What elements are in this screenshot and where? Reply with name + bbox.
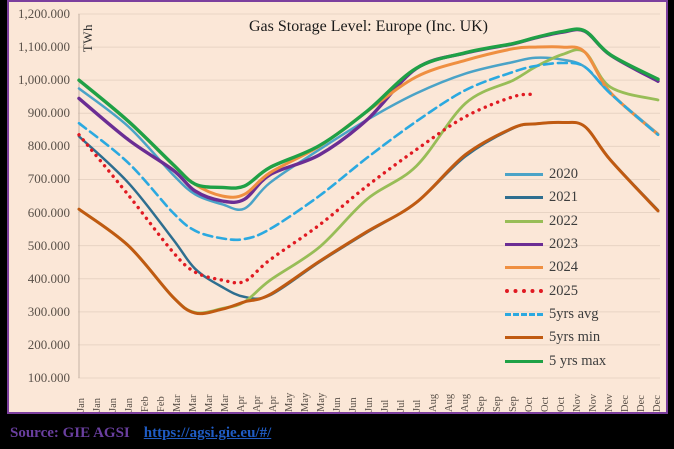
legend-swatch [505,359,543,363]
x-axis-label: Dec [636,395,647,412]
y-axis-label: 100.000 [27,370,70,385]
legend-swatch [505,312,543,316]
x-axis-label: Apr [236,395,247,412]
x-axis-label: May [284,392,295,412]
chart-legend: 2020 2021 2022 2023 2024 2025 5yrs avg 5yrs min… [505,163,606,373]
x-axis-label: Sep [492,396,503,412]
x-axis-label: Mar [204,394,215,413]
legend-item-2022: 2022 [505,210,606,233]
source-label: Source: GIE AGSI [10,425,130,441]
x-axis-label: Jul [396,399,407,412]
x-axis-label: Jan [92,398,103,412]
legend-item-2023: 2023 [505,233,606,256]
x-axis-label: Aug [444,393,455,412]
y-axis-label: 200.000 [27,336,70,352]
x-axis-label: Jan [108,398,119,412]
legend-label: 2022 [549,212,578,229]
y-axis-label: 400.000 [27,270,70,286]
legend-label: 5yrs min [549,329,601,346]
x-axis-label: Nov [604,393,615,412]
y-axis-label: 800.000 [27,138,70,154]
x-axis-label: Jul [412,399,423,412]
source-bar: Source: GIE AGSI https://agsi.gie.eu/#/ [10,420,670,447]
y-axis-label: 900.000 [27,105,70,121]
x-axis-label: Mar [172,394,183,413]
legend-label: 2024 [549,259,578,276]
legend-swatch [505,289,543,294]
legend-label: 2023 [549,236,578,253]
y-axis-label: 1,200.000 [18,6,70,21]
x-axis-label: Mar [220,394,231,413]
x-axis-label: Apr [252,395,263,412]
x-axis-label: May [316,392,327,412]
chart-title: Gas Storage Level: Europe (Inc. UK) [248,18,489,35]
legend-swatch [505,243,543,247]
x-axis-label: Oct [540,396,551,412]
x-axis-label: Jun [332,397,343,412]
legend-item-5yrs-min: 5yrs min [505,326,606,349]
x-axis-label: Jan [76,398,87,412]
x-axis-label: Apr [268,395,279,412]
x-axis-label: Sep [508,396,519,412]
x-axis-label: Jan [124,398,135,412]
legend-swatch [505,219,543,223]
x-axis-label: Aug [428,393,439,412]
legend-swatch [505,196,543,200]
x-axis-label: Oct [524,396,535,412]
legend-swatch [505,266,543,270]
x-axis-label: Nov [572,393,583,412]
x-axis-label: Oct [556,396,567,412]
legend-item-5-yrs-max: 5 yrs max [505,349,606,372]
x-axis-label: Sep [476,396,487,412]
y-axis-label: 300.000 [27,303,70,319]
legend-item-2020: 2020 [505,163,606,186]
legend-swatch [505,173,543,177]
x-axis-label: Feb [156,396,167,412]
y-axis-label: 600.000 [27,204,70,220]
x-axis-label: Aug [460,393,471,412]
legend-label: 2025 [549,282,578,299]
legend-label: 5yrs avg [549,305,599,322]
x-axis-label: Dec [620,395,631,412]
legend-item-5yrs-avg: 5yrs avg [505,303,606,326]
x-axis-label: Jun [348,397,359,412]
x-axis-label: May [300,392,311,412]
x-axis-label: Jul [380,399,391,412]
x-axis-label: Dec [652,395,663,412]
x-axis-label: Jun [364,397,375,412]
source-link[interactable]: https://agsi.gie.eu/#/ [143,425,272,441]
legend-label: 2021 [549,189,578,206]
legend-item-2025: 2025 [505,279,606,302]
legend-item-2024: 2024 [505,256,606,279]
y-axis-label: 1,000.000 [18,72,70,88]
y-axis-label: 700.000 [27,171,70,187]
y-axis-label: 500.000 [27,237,70,253]
legend-label: 2020 [549,166,578,183]
legend-swatch [505,336,543,340]
x-axis-label: Feb [140,396,151,412]
x-axis-label: Nov [588,393,599,412]
y-axis-label: 1,100.000 [18,39,70,55]
x-axis-label: Mar [188,394,199,413]
legend-item-2021: 2021 [505,186,606,209]
legend-label: 5 yrs max [549,352,607,369]
